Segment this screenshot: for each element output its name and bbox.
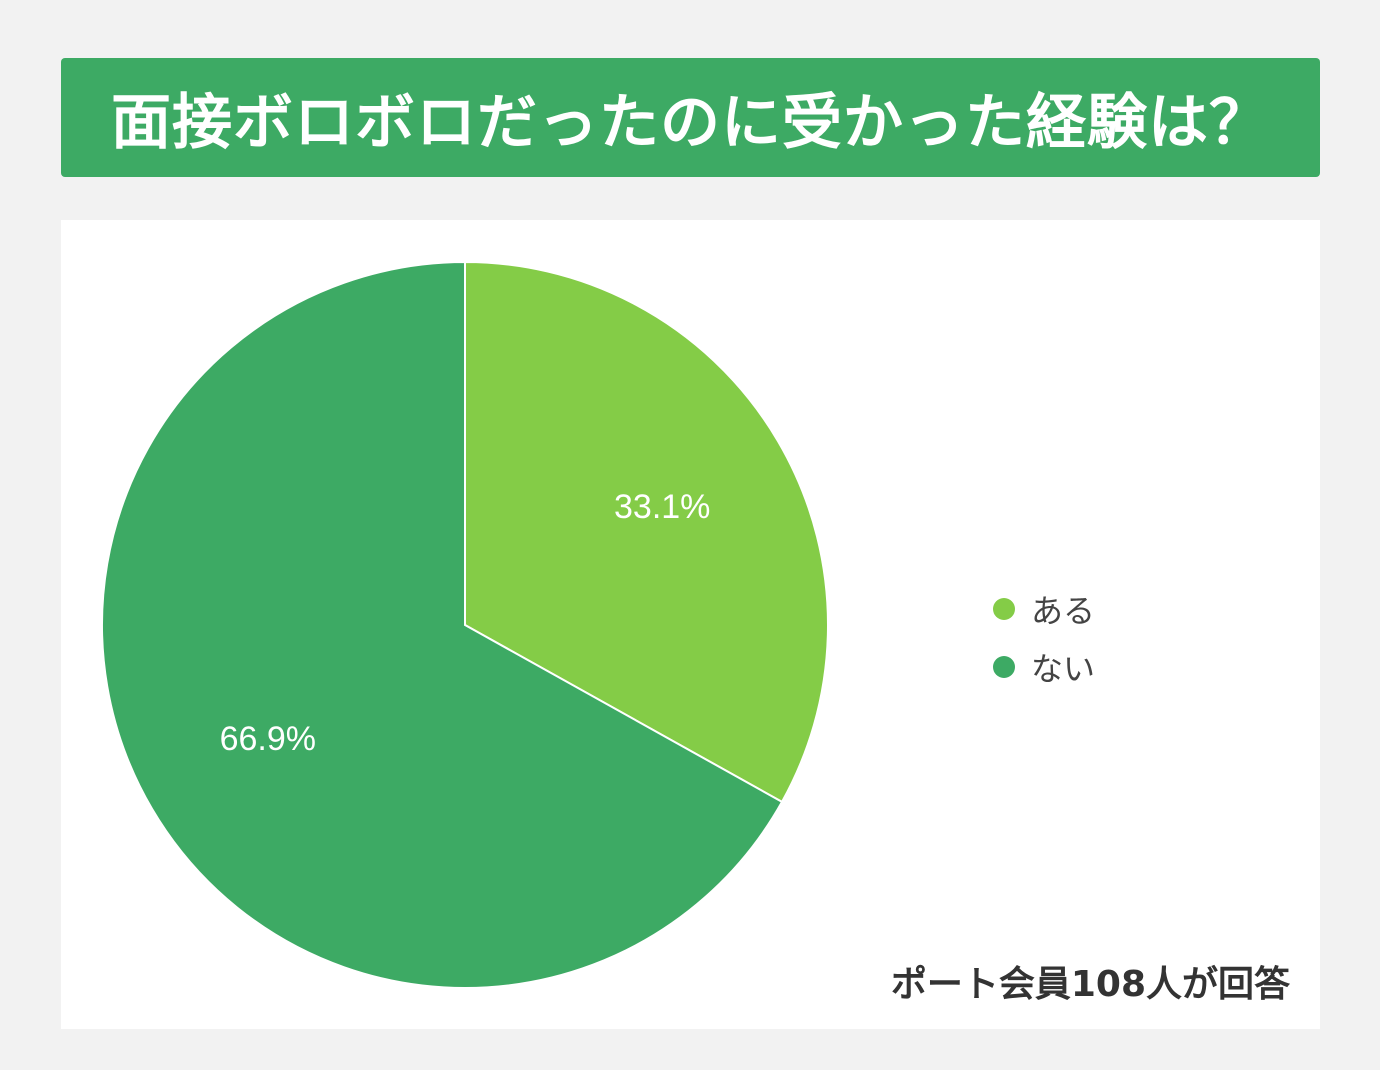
pie-chart: 33.1% 66.9% (101, 260, 829, 989)
legend-label: ない (1031, 650, 1096, 688)
slice-value-label: 33.1% (614, 488, 710, 526)
pie-slice-2 (101, 260, 784, 989)
legend-item-aru: ある (993, 580, 1095, 638)
legend-label: ある (1031, 592, 1096, 630)
chart-title: 面接ボロボロだったのに受かった経験は？ (111, 88, 1270, 158)
legend: ある ない (993, 580, 1095, 696)
legend-dot-icon (993, 598, 1015, 620)
slice-value-label: 66.9% (220, 720, 316, 758)
respondent-note: ポート会員108人が回答 (890, 964, 1290, 1005)
legend-item-nai: ない (993, 638, 1095, 696)
pie-slice-1 (464, 260, 829, 804)
legend-dot-icon (993, 656, 1015, 678)
chart-panel: 33.1% 66.9% ある ない ポート会員108人が回答 (61, 220, 1320, 1029)
title-banner: 面接ボロボロだったのに受かった経験は？ (61, 58, 1320, 177)
